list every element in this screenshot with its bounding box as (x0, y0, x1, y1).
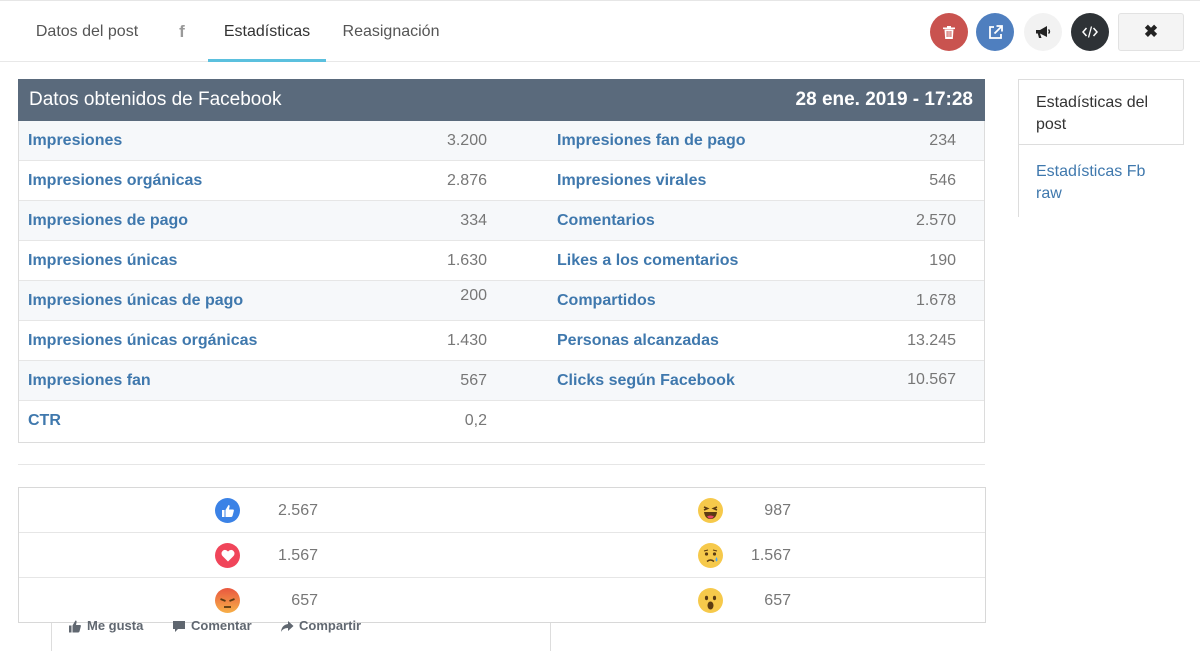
open-external-button[interactable] (976, 13, 1014, 51)
panel-header: Datos obtenidos de Facebook 28 ene. 2019… (18, 79, 985, 121)
stat-value: 567 (460, 372, 487, 389)
stat-value: 234 (929, 132, 956, 149)
table-row: Impresiones únicas 1.630 Likes a los com… (19, 241, 984, 281)
stat-value: 334 (460, 212, 487, 229)
haha-reaction-icon (698, 498, 723, 523)
panel-title: Datos obtenidos de Facebook (29, 89, 282, 110)
stat-value: 2.876 (446, 172, 487, 189)
stat-value: 200 (460, 287, 487, 304)
stat-label[interactable]: Impresiones fan (28, 372, 151, 389)
stat-label[interactable]: Compartidos (557, 292, 656, 309)
table-row: Impresiones únicas orgánicas 1.430 Perso… (19, 321, 984, 361)
reaction-count: 657 (291, 592, 318, 609)
stat-value: 1.430 (446, 332, 487, 349)
reaction-row: 2.567 987 (19, 488, 985, 533)
wow-reaction-icon (698, 588, 723, 613)
tab-facebook[interactable]: f (158, 1, 206, 62)
love-reaction-icon (215, 543, 240, 568)
table-row: Impresiones únicas de pago 200 Compartid… (19, 281, 984, 321)
tab-estadisticas[interactable]: Estadísticas (208, 1, 326, 62)
reactions-table: 2.567 987 1.567 1.567 657 657 (18, 487, 986, 623)
reaction-count: 1.567 (750, 547, 791, 564)
embed-code-button[interactable] (1071, 13, 1109, 51)
section-divider (18, 464, 985, 465)
trash-icon (943, 25, 955, 39)
reaction-row: 657 657 (19, 578, 985, 623)
stat-value: 546 (929, 172, 956, 189)
fb-comment-label: Comentar (191, 618, 252, 633)
close-icon: ✖ (1143, 22, 1159, 41)
sidebar-item-estadisticas-post[interactable]: Estadísticas del post (1018, 79, 1184, 145)
thumbs-up-icon (69, 620, 81, 632)
table-row: CTR 0,2 (19, 401, 984, 441)
stat-label[interactable]: Likes a los comentarios (557, 252, 739, 269)
like-reaction-icon (215, 498, 240, 523)
panel-date: 28 ene. 2019 - 17:28 (795, 89, 973, 110)
code-icon (1082, 26, 1098, 38)
stat-label[interactable]: Impresiones fan de pago (557, 132, 746, 149)
facebook-post-preview: Me gusta Comentar Compartir (51, 618, 551, 651)
table-row: Impresiones fan 567 Clicks según Faceboo… (19, 361, 984, 401)
external-link-icon (988, 24, 1003, 39)
reaction-count: 987 (764, 502, 791, 519)
fb-share-action[interactable]: Compartir (280, 617, 361, 635)
close-button[interactable]: ✖ (1118, 13, 1184, 51)
stat-value: 1.678 (915, 292, 956, 309)
fb-share-label: Compartir (299, 618, 362, 633)
stat-label[interactable]: Personas alcanzadas (557, 332, 719, 349)
stat-value: 3.200 (446, 132, 487, 149)
delete-button[interactable] (930, 13, 968, 51)
stat-label[interactable]: Impresiones de pago (28, 212, 189, 229)
reaction-row: 1.567 1.567 (19, 533, 985, 578)
stat-label[interactable]: Impresiones orgánicas (28, 172, 203, 189)
fb-comment-action[interactable]: Comentar (172, 617, 252, 635)
stat-label[interactable]: CTR (28, 412, 61, 429)
stat-value: 2.570 (915, 212, 956, 229)
top-tab-bar: Datos del post f Estadísticas Reasignaci… (0, 0, 1200, 62)
stat-value: 190 (929, 252, 956, 269)
stat-label[interactable]: Impresiones únicas (28, 252, 178, 269)
stat-value: 0,2 (464, 412, 487, 429)
stats-table: Impresiones 3.200 Impresiones fan de pag… (18, 121, 985, 443)
angry-reaction-icon (215, 588, 240, 613)
promote-button[interactable] (1024, 13, 1062, 51)
table-row: Impresiones de pago 334 Comentarios 2.57… (19, 201, 984, 241)
facebook-icon: f (179, 21, 185, 41)
reaction-count: 657 (764, 592, 791, 609)
stat-value: 1.630 (446, 252, 487, 269)
comment-icon (173, 620, 185, 632)
sad-reaction-icon (698, 543, 723, 568)
stat-label[interactable]: Impresiones únicas orgánicas (28, 332, 258, 349)
fb-like-action[interactable]: Me gusta (68, 617, 143, 635)
stat-value: 10.567 (907, 371, 956, 388)
reaction-count: 2.567 (277, 502, 318, 519)
stat-label[interactable]: Impresiones (28, 132, 123, 149)
table-row: Impresiones orgánicas 2.876 Impresiones … (19, 161, 984, 201)
tab-datos-del-post[interactable]: Datos del post (35, 22, 139, 40)
megaphone-icon (1036, 26, 1051, 38)
fb-like-label: Me gusta (87, 618, 144, 633)
tab-reasignacion[interactable]: Reasignación (342, 22, 440, 40)
share-icon (281, 620, 294, 632)
sidebar-item-estadisticas-fb-raw[interactable]: Estadísticas Fb raw (1018, 145, 1184, 217)
reaction-count: 1.567 (277, 547, 318, 564)
stat-value: 13.245 (907, 332, 956, 349)
stat-label[interactable]: Clicks según Facebook (557, 372, 735, 389)
table-row: Impresiones 3.200 Impresiones fan de pag… (19, 121, 984, 161)
stat-label[interactable]: Impresiones únicas de pago (28, 292, 244, 309)
stat-label[interactable]: Comentarios (557, 212, 655, 229)
stat-label[interactable]: Impresiones virales (557, 172, 707, 189)
